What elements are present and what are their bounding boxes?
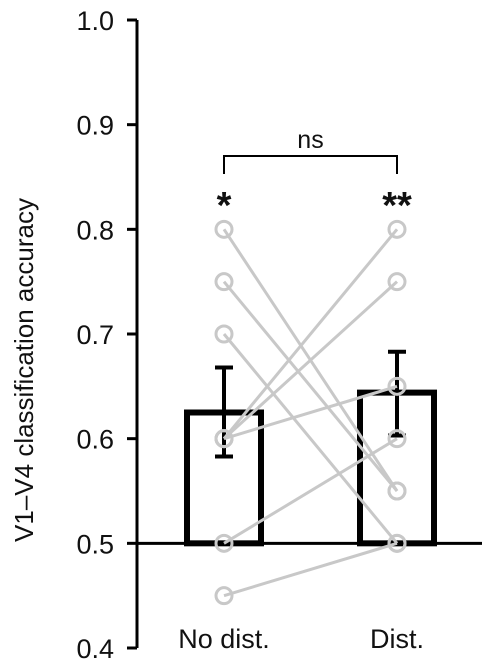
comparison-bracket	[223, 155, 398, 174]
x-category-label: No dist.	[178, 624, 270, 654]
y-tick-label: 0.9	[76, 111, 114, 141]
subject-point	[387, 533, 407, 553]
subject-line	[222, 280, 399, 492]
comparison-label: ns	[297, 126, 323, 154]
axes: 0.4 0.5 0.6 0.7 0.8 0.9 1.0	[76, 6, 482, 664]
subject-point	[387, 376, 407, 396]
category-labels: No dist. Dist.	[178, 624, 424, 654]
subject-point	[214, 272, 234, 292]
annotations: ns* **	[217, 126, 412, 227]
y-tick-label: 0.7	[76, 320, 114, 350]
y-tick-label: 1.0	[76, 6, 114, 36]
significance-marker: *	[217, 185, 232, 227]
subject-line	[223, 437, 398, 545]
significance-marker: **	[382, 185, 412, 227]
subject-lines	[214, 219, 407, 606]
subject-point	[214, 533, 234, 553]
subject-point	[214, 429, 234, 449]
subject-line	[222, 333, 399, 545]
subject-point	[387, 481, 407, 501]
x-category-label: Dist.	[370, 624, 424, 654]
subject-line	[222, 228, 399, 440]
y-tick-label: 0.8	[76, 215, 114, 245]
subject-point	[214, 324, 234, 344]
subject-line	[223, 384, 398, 441]
subject-point	[387, 219, 407, 239]
subject-point	[214, 219, 234, 239]
subject-line	[223, 541, 398, 598]
subject-point	[387, 272, 407, 292]
y-tick-label: 0.5	[76, 529, 114, 559]
subject-point	[214, 586, 234, 606]
subject-line	[222, 280, 399, 440]
subject-point	[387, 429, 407, 449]
y-tick-label: 0.4	[76, 634, 114, 664]
y-tick-label: 0.6	[76, 425, 114, 455]
y-axis-title: V1–V4 classification accuracy	[9, 198, 39, 542]
